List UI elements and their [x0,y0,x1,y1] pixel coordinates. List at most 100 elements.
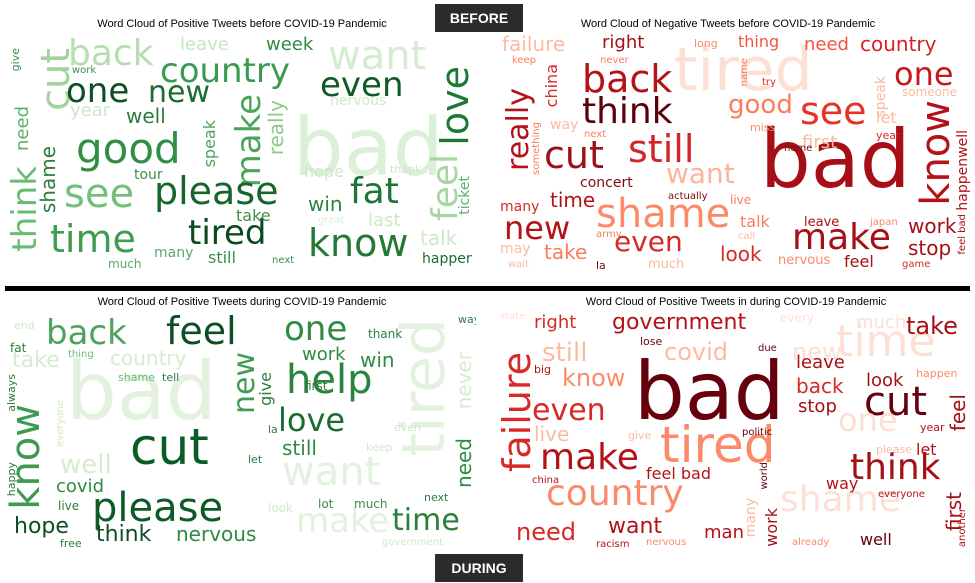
cloud-word: week [266,36,314,55]
cloud-word: make [296,501,390,541]
cloud-word: failure [496,352,539,473]
cloud-word: already [792,537,830,548]
cloud-word: good [728,90,793,120]
cloud-word: look [866,370,904,391]
cloud-word: help [286,357,373,403]
cloud-word: country [160,51,291,91]
panel-negative-before: Word Cloud of Negative Tweets before COV… [492,0,975,284]
cloud-word: many [500,199,540,215]
cloud-word: even [394,421,422,434]
panel-title: Word Cloud of Positive Tweets before COV… [97,18,387,30]
cloud-word: great [318,215,345,226]
cloud-word: well [860,530,892,549]
cloud-word: fat [10,341,27,355]
before-label: BEFORE [435,4,523,32]
cloud-word: always [6,374,18,412]
cloud-word: country [110,346,187,370]
cloud-word: tired [188,213,267,253]
cloud-word: take [236,206,271,225]
cloud-word: game [902,259,931,270]
cloud-word: see [64,171,135,217]
cloud-word: everyone [55,400,66,447]
cloud-word: call [738,231,756,242]
cloud-word: politic [742,427,773,438]
cloud-word: next [424,491,449,504]
cloud-word: see [800,89,867,133]
cloud-word: right [602,34,645,53]
cloud-word: take [544,240,588,264]
panel-positive-during: Word Cloud of Positive Tweets during COV… [0,292,478,554]
cloud-word: year [876,129,901,142]
cloud-word: feel [844,252,874,271]
cloud-word: miss [750,121,776,134]
cloud-word: really [264,100,288,156]
cloud-word: keep [366,441,393,454]
cloud-word: bad [634,345,785,438]
cloud-word: year [70,100,111,121]
cloud-word: state [500,312,526,322]
cloud-word: next [584,129,607,140]
cloud-word: work [302,344,346,365]
cloud-word: feel bad [957,214,968,255]
cloud-word: hope [304,162,344,181]
cloud-word: one [284,312,348,349]
cloud-word: tired [674,35,813,105]
cloud-word: time [836,316,936,367]
cloud-word: need [452,438,476,488]
cloud-word: year [920,421,945,434]
cloud-word: many [154,245,194,261]
cloud-word: want [608,514,663,539]
word-cloud: bad tired back feel one help new country… [6,312,476,552]
cloud-word: leave [180,36,229,55]
cloud-word: want [328,36,427,79]
cloud-word: back [796,374,844,398]
cloud-word: shame [36,146,60,214]
cloud-word: let [876,108,897,127]
cloud-word: leave [804,215,840,230]
cloud-word: cut [544,133,604,177]
cloud-word: well [126,104,166,128]
cloud-word: way [458,313,476,326]
cloud-word: need [12,106,33,151]
cloud-word: way [826,474,859,493]
section-divider [5,286,970,291]
panel-positive-during-2: Word Cloud of Positive Tweets in during … [492,292,975,554]
cloud-word: still [208,248,236,267]
cloud-word: actually [668,191,708,202]
cloud-word: tour [134,167,163,183]
cloud-word: leave [796,352,845,373]
cloud-word: happen [422,251,472,267]
cloud-word: love [433,66,472,146]
cloud-word: nervous [778,253,831,268]
cloud-word: home [784,143,813,154]
cloud-word: free [60,537,82,550]
cloud-word: japan [870,217,898,228]
cloud-word: speak [200,120,219,168]
cloud-word: bad [66,345,217,438]
cloud-word: china [542,64,561,108]
cloud-word: new [792,338,842,366]
cloud-word: work [72,65,97,76]
cloud-word: tired [389,318,459,457]
cloud-word: talk [420,226,458,250]
cloud-word: shame [118,371,155,384]
cloud-word: much [354,497,388,511]
cloud-word: give [628,429,652,442]
cloud-word: nervous [176,522,257,546]
word-cloud: bad want back cut country leave week one… [8,36,472,272]
cloud-word: last [368,210,401,231]
cloud-word: country [860,34,937,56]
cloud-word: time [392,503,460,538]
cloud-word: still [542,338,588,368]
cloud-word: good [76,124,181,173]
panel-positive-before: Word Cloud of Positive Tweets before COV… [0,0,478,284]
cloud-word: much [648,257,685,272]
cloud-word: let [248,453,263,466]
cloud-word: live [58,499,80,513]
cloud-word: take [12,348,60,373]
cloud-word: need [804,34,849,55]
cloud-word: fat [350,171,399,212]
cloud-word: back [68,36,154,74]
cloud-word: happy [6,462,18,497]
cloud-word: hope [14,514,69,539]
